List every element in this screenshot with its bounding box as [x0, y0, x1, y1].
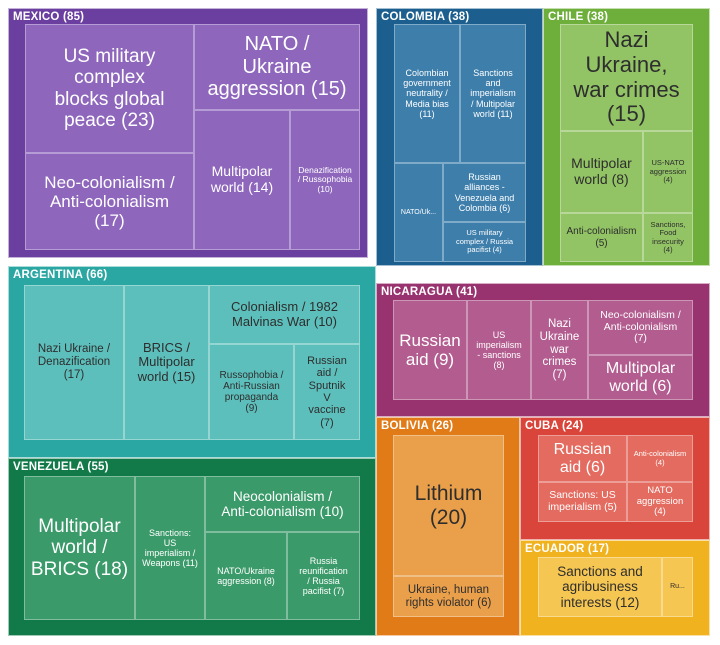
treemap-cell-cuba-4: NATO aggression (4)	[627, 482, 693, 522]
treemap-cell-mexico-1: US military complex blocks global peace …	[25, 24, 194, 153]
treemap-cell-label: Neocolonialism / Anti-colonialism (10)	[221, 488, 344, 519]
treemap-cell-label: Sanctions and agribusiness interests (12…	[557, 564, 643, 610]
treemap-cell-colombia-4: Russian alliances - Venezuela and Colomb…	[443, 163, 526, 222]
treemap-cell-nicaragua-2: US imperialism - sanctions (8)	[467, 300, 531, 400]
treemap-cell-label: Colonialism / 1982 Malvinas War (10)	[231, 298, 338, 329]
treemap-cell-label: Russian alliances - Venezuela and Colomb…	[454, 172, 515, 213]
treemap-cell-chile-5: Sanctions, Food insecurity (4)	[643, 213, 693, 262]
treemap-cell-venezuela-5: Russia reunification / Russia pacifist (…	[287, 532, 360, 620]
treemap-cell-nicaragua-4: Neo-colonialism / Anti-colonialism (7)	[588, 300, 693, 355]
treemap-cell-ecuador-1: Sanctions and agribusiness interests (12…	[538, 557, 662, 617]
treemap-cell-mexico-2: NATO / Ukraine aggression (15)	[194, 24, 360, 110]
treemap-cell-argentina-5: Russian aid / Sputnik V vaccine (7)	[294, 344, 360, 440]
treemap-cell-colombia-2: Sanctions and imperialism / Multipolar w…	[460, 24, 526, 163]
country-label-bolivia: BOLIVIA (26)	[381, 420, 454, 432]
treemap-cell-label: Denazification / Russophobia (10)	[297, 164, 353, 194]
treemap-cell-argentina-4: Russophobia / Anti-Russian propaganda (9…	[209, 344, 294, 440]
treemap-cell-label: Nazi Ukraine, war crimes (15)	[573, 27, 680, 127]
country-label-mexico: MEXICO (85)	[13, 11, 85, 23]
treemap-cell-chile-3: US-NATO aggression (4)	[643, 131, 693, 213]
country-label-argentina: ARGENTINA (66)	[13, 269, 108, 281]
treemap-cell-nicaragua-1: Russian aid (9)	[393, 300, 467, 400]
treemap-cell-label: US imperialism - sanctions (8)	[476, 329, 522, 371]
treemap-cell-label: Russia reunification / Russia pacifist (…	[299, 555, 348, 597]
treemap-cell-label: Nazi Ukraine war crimes (7)	[539, 317, 580, 382]
treemap-cell-chile-4: Anti-colonialism (5)	[560, 213, 643, 262]
treemap-cell-colombia-3: NATO/Uk...	[394, 163, 443, 262]
country-label-chile: CHILE (38)	[548, 11, 609, 23]
treemap-cell-label: Sanctions, Food insecurity (4)	[650, 219, 686, 254]
treemap-cell-cuba-1: Russian aid (6)	[538, 435, 627, 482]
treemap-cell-label: Sanctions and imperialism / Multipolar w…	[470, 68, 516, 119]
treemap-cell-mexico-5: Denazification / Russophobia (10)	[290, 110, 360, 250]
treemap-cell-label: Neo-colonialism / Anti-colonialism (17)	[44, 172, 175, 231]
treemap-cell-label: US military complex blocks global peace …	[54, 45, 165, 131]
treemap-cell-nicaragua-3: Nazi Ukraine war crimes (7)	[531, 300, 588, 400]
treemap-cell-chile-1: Nazi Ukraine, war crimes (15)	[560, 24, 693, 131]
treemap-cell-label: Colombian government neutrality / Media …	[403, 68, 451, 119]
treemap-cell-ecuador-2: Ru...	[662, 557, 693, 617]
treemap-cell-venezuela-1: Multipolar world / BRICS (18)	[24, 476, 135, 620]
treemap-cell-label: Multipolar world (14)	[210, 163, 274, 195]
treemap-cell-label: NATO / Ukraine aggression (15)	[207, 33, 347, 101]
treemap-cell-label: Russophobia / Anti-Russian propaganda (9…	[219, 369, 284, 415]
treemap-cell-label: Neo-colonialism / Anti-colonialism (7)	[600, 308, 681, 345]
country-label-venezuela: VENEZUELA (55)	[13, 461, 109, 473]
treemap-cell-nicaragua-5: Multipolar world (6)	[588, 355, 693, 400]
treemap-cell-label: BRICS / Multipolar world (15)	[137, 339, 196, 384]
treemap-cell-label: NATO aggression (4)	[636, 485, 684, 518]
treemap-cell-label: Ru...	[670, 583, 685, 591]
treemap-cell-argentina-3: Colonialism / 1982 Malvinas War (10)	[209, 285, 360, 344]
treemap-cell-label: Sanctions: US imperialism / Weapons (11)	[142, 527, 198, 569]
treemap-cell-label: Sanctions: US imperialism (5)	[548, 489, 617, 513]
treemap-cell-cuba-2: Anti-colonialism (4)	[627, 435, 693, 482]
treemap-cell-bolivia-1: Lithium (20)	[393, 435, 504, 576]
treemap-cell-label: Russian aid (9)	[399, 330, 461, 369]
treemap-cell-label: Anti-colonialism (5)	[566, 226, 637, 249]
treemap-cell-label: Russian aid (6)	[553, 440, 612, 476]
treemap-cell-venezuela-3: Neocolonialism / Anti-colonialism (10)	[205, 476, 360, 532]
treemap-cell-label: Multipolar world (8)	[571, 155, 632, 187]
treemap-cell-mexico-4: Multipolar world (14)	[194, 110, 290, 250]
treemap-cell-mexico-3: Neo-colonialism / Anti-colonialism (17)	[25, 153, 194, 250]
treemap-cell-label: Lithium (20)	[414, 481, 483, 529]
treemap-cell-label: US-NATO aggression (4)	[649, 158, 687, 185]
treemap-cell-chile-2: Multipolar world (8)	[560, 131, 643, 213]
country-label-colombia: COLOMBIA (38)	[381, 11, 470, 23]
treemap-cell-label: NATO/Ukraine aggression (8)	[217, 565, 275, 586]
treemap-cell-label: US military complex / Russia pacifist (4…	[455, 228, 514, 255]
treemap-cell-bolivia-2: Ukraine, human rights violator (6)	[393, 576, 504, 617]
treemap-cell-argentina-2: BRICS / Multipolar world (15)	[124, 285, 209, 440]
country-label-cuba: CUBA (24)	[525, 420, 584, 432]
treemap-cell-label: Multipolar world (6)	[605, 359, 676, 395]
country-label-ecuador: ECUADOR (17)	[525, 543, 610, 555]
treemap-cell-colombia-5: US military complex / Russia pacifist (4…	[443, 222, 526, 262]
treemap-cell-label: Anti-colonialism (4)	[633, 449, 687, 467]
treemap-cell-venezuela-4: NATO/Ukraine aggression (8)	[205, 532, 287, 620]
treemap-cell-cuba-3: Sanctions: US imperialism (5)	[538, 482, 627, 522]
treemap-cell-argentina-1: Nazi Ukraine / Denazification (17)	[24, 285, 124, 440]
country-label-nicaragua: NICARAGUA (41)	[381, 286, 478, 298]
treemap-cell-label: Ukraine, human rights violator (6)	[405, 583, 492, 609]
treemap-cell-venezuela-2: Sanctions: US imperialism / Weapons (11)	[135, 476, 205, 620]
treemap-cell-label: Multipolar world / BRICS (18)	[30, 516, 129, 580]
treemap-cell-label: NATO/Uk...	[400, 208, 437, 216]
treemap-cell-label: Nazi Ukraine / Denazification (17)	[37, 343, 111, 381]
treemap-cell-label: Russian aid / Sputnik V vaccine (7)	[307, 355, 347, 429]
treemap-cell-colombia-1: Colombian government neutrality / Media …	[394, 24, 460, 163]
